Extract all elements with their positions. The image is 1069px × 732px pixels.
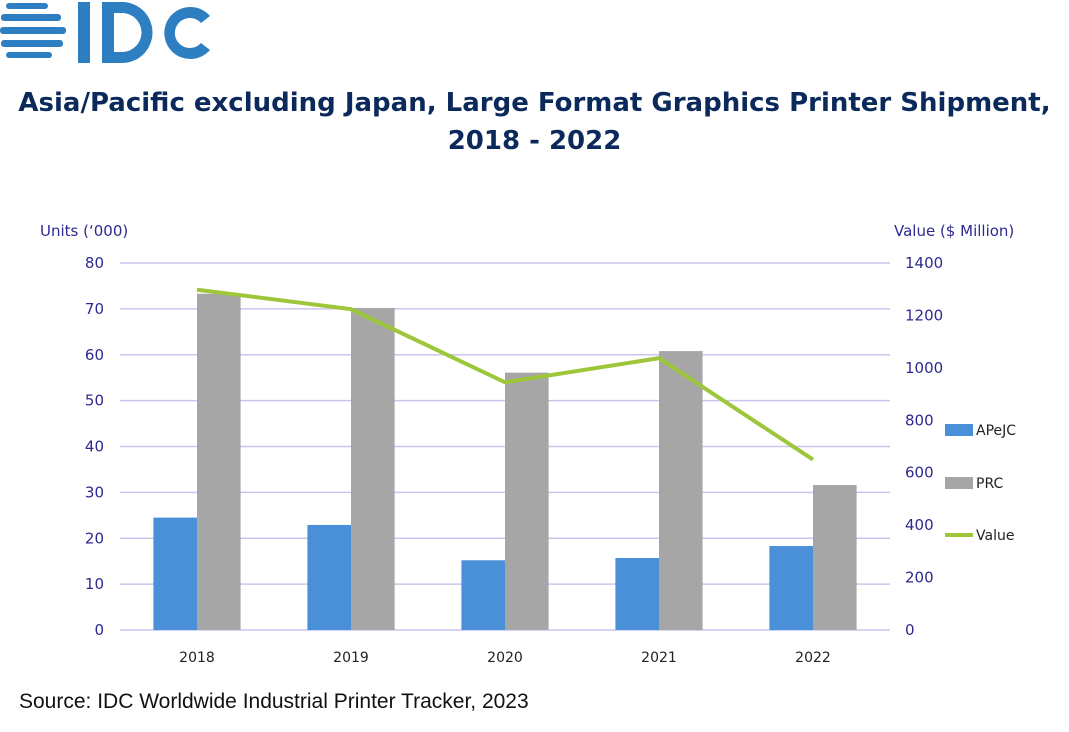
y-tick-label: 10 [85,575,104,593]
legend-label: APeJC [976,423,1016,439]
y2-axis-label: Value ($ Million) [894,222,1014,240]
legend-label: PRC [976,476,1003,492]
y2-tick-label: 1000 [905,359,943,377]
legend-swatch-apejc [945,424,973,436]
y2-tick-label: 1200 [905,306,943,324]
value-line [196,287,815,462]
idc-logo [0,2,210,63]
y-axis-left: 0 10 20 30 40 50 60 70 80 [85,254,104,639]
bar-prc-2021 [659,351,703,630]
chart-title: Asia/Pacific excluding Japan, Large Form… [0,84,1069,160]
y-tick-label: 40 [85,438,104,456]
bar-apejc-2019 [307,524,351,630]
y2-tick-label: 600 [905,464,934,482]
bar-apejc-2022 [769,546,813,630]
chart-title-line1: Asia/Pacific excluding Japan, Large Form… [18,88,1051,118]
bar-apejc-2018 [153,517,197,630]
y2-tick-label: 200 [905,569,934,587]
source-note: Source: IDC Worldwide Industrial Printer… [19,690,529,713]
bar-prc-2022 [813,485,857,630]
legend-label: Value [976,528,1014,544]
bars [153,293,857,630]
bar-apejc-2021 [615,557,659,630]
y-tick-label: 60 [85,346,104,364]
legend: APeJC PRC Value [945,423,1016,544]
x-tick-label: 2020 [487,650,523,666]
x-tick-label: 2021 [641,650,677,666]
y-tick-label: 30 [85,483,104,501]
y-tick-label: 80 [85,254,104,272]
x-tick-label: 2022 [795,650,831,666]
y-tick-label: 0 [94,621,104,639]
chart-title-line2: 2018 - 2022 [447,126,622,156]
x-tick-label: 2018 [179,650,215,666]
bar-prc-2020 [505,372,549,630]
y2-tick-label: 400 [905,516,934,534]
bar-prc-2018 [197,293,241,630]
legend-swatch-prc [945,477,973,489]
y2-tick-label: 800 [905,411,934,429]
y-tick-label: 20 [85,529,104,547]
bar-apejc-2020 [461,560,505,630]
y-axis-label: Units (‘000) [40,222,128,240]
y-tick-label: 50 [85,392,104,410]
bar-prc-2019 [351,307,395,630]
y2-tick-label: 0 [905,621,915,639]
y-axis-right: 0 200 400 600 800 1000 1200 1400 [905,254,943,639]
y2-tick-label: 1400 [905,254,943,272]
x-tick-label: 2019 [333,650,369,666]
x-axis: 2018 2019 2020 2021 2022 [179,650,831,666]
y-tick-label: 70 [85,300,104,318]
